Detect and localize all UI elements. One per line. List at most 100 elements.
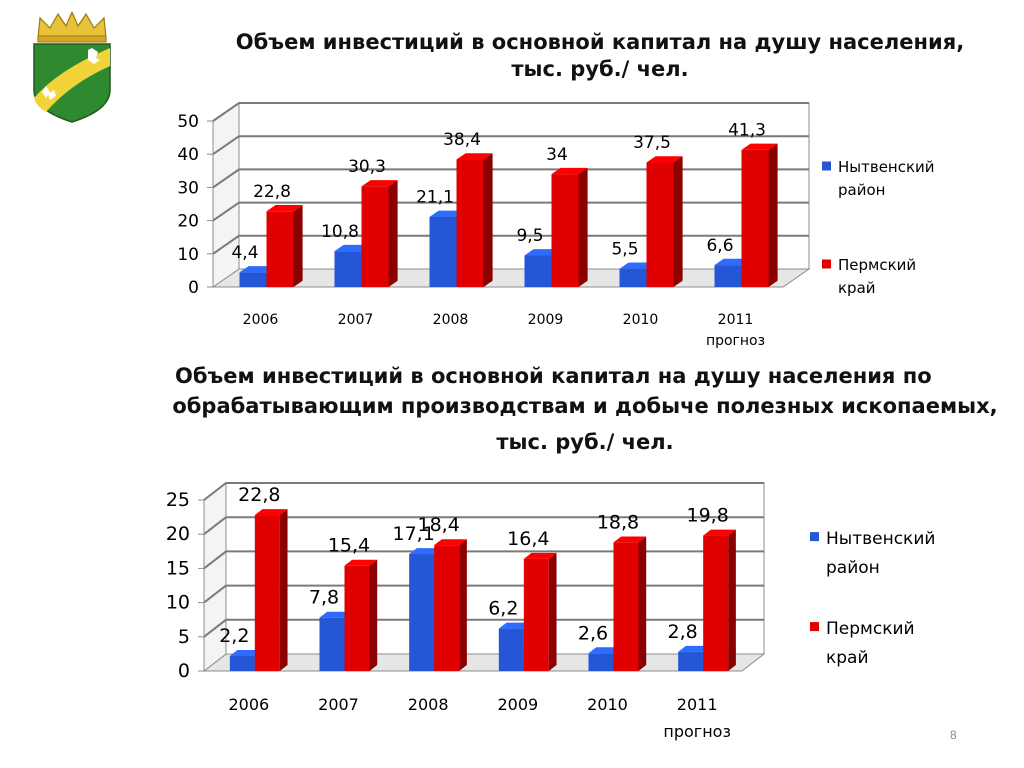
bar-side: [388, 180, 398, 287]
bar-front: [429, 216, 457, 287]
coat-of-arms-emblem: [33, 12, 111, 123]
chart1-legend-label: район: [838, 181, 885, 199]
bar-top: [646, 156, 683, 163]
chart2-x-tick-label: 2010: [587, 695, 628, 714]
chart1-title-line1: Объем инвестиций в основной капитал на д…: [235, 30, 965, 54]
chart1-plot: 0 10 20 30 40 50 4,4 22,8 2006 10,8 30,3 2007 21,1 38…: [177, 102, 935, 349]
chart1-gridline: [212, 234, 809, 255]
bar-front: [254, 515, 280, 671]
chart2-bar-perm-2011: [703, 529, 736, 671]
bar-top: [266, 205, 303, 212]
bar-side: [369, 559, 378, 671]
chart1-title-line2: тыс. руб./ чел.: [511, 57, 689, 81]
chart2-x-tick-label: 2008: [408, 695, 449, 714]
bar-front: [524, 255, 552, 287]
chart2-title-line3: тыс. руб./ чел.: [496, 430, 674, 454]
chart2-legend-label: район: [826, 558, 880, 578]
chart1-bar-perm-2011: [741, 143, 778, 287]
bar-top: [551, 167, 588, 175]
chart2-legend-label: Нытвенский: [826, 529, 935, 549]
chart1-x-tick-label: 2009: [528, 312, 564, 328]
chart1-data-label: 10,8: [321, 222, 359, 242]
bar-front: [409, 554, 435, 671]
bar-side: [483, 153, 493, 287]
bar-side: [279, 509, 288, 671]
chart2-x-tick-label: 2009: [497, 695, 538, 714]
chart2-y-tick-label: 25: [166, 489, 190, 511]
chart1-x-tick-label: 2010: [623, 312, 659, 328]
chart2-bar-perm-2010: [613, 536, 647, 671]
chart2-y-tick-label: 0: [178, 660, 190, 682]
bar-front: [551, 174, 579, 287]
chart2-bar-perm-2007: [344, 559, 378, 671]
bar-front: [319, 617, 345, 671]
chart1-data-label: 34: [546, 145, 568, 165]
chart2-y-tick-label: 5: [178, 626, 190, 648]
chart1-gridline: [212, 135, 809, 156]
bar-front: [239, 272, 267, 287]
chart2-data-label: 2,6: [578, 622, 608, 644]
chart1-legend-label: Пермский: [838, 256, 916, 274]
chart1-bar-perm-2006: [266, 205, 303, 287]
chart2-plot: 0 5 10 15 20 25 2,2 22,8 2006 7,8 15,4 2007 17,118,4…: [166, 481, 935, 741]
chart2-data-label: 19,8: [687, 505, 729, 527]
bar-front: [434, 545, 460, 671]
chart1-gridline: [212, 201, 809, 222]
page-number: 8: [950, 728, 957, 742]
bar-front: [229, 655, 255, 671]
bar-front: [523, 558, 549, 671]
chart1-gridline: [212, 102, 809, 122]
bar-top: [523, 552, 557, 559]
chart2-data-label: 2,2: [219, 625, 249, 647]
chart1-data-label: 38,4: [443, 130, 481, 150]
chart1-bar-perm-2008: [456, 153, 493, 287]
chart2-data-label: 16,4: [507, 528, 549, 550]
chart2-legend-label: Пермский: [826, 619, 915, 639]
chart1-data-label: 4,4: [231, 243, 258, 263]
chart2-data-label: 2,8: [668, 621, 698, 643]
chart2-gridline: [203, 550, 764, 570]
bar-front: [361, 186, 389, 287]
bar-front: [588, 653, 614, 671]
chart2-data-label: 15,4: [328, 535, 370, 557]
bar-front: [456, 159, 484, 287]
chart2-bar-perm-2006: [254, 509, 288, 671]
chart2-gridline: [203, 618, 764, 638]
chart1-data-label: 5,5: [611, 239, 638, 259]
chart2-gridline: [203, 482, 764, 501]
bar-top: [319, 611, 353, 618]
chart1-x-tick-sublabel: прогноз: [706, 333, 765, 349]
bar-top: [344, 559, 378, 566]
chart2-x-tick-label: 2007: [318, 695, 359, 714]
chart2-data-label: 22,8: [238, 484, 280, 506]
chart2-y-tick-label: 15: [166, 557, 190, 579]
bar-top: [361, 180, 398, 187]
chart2-data-label: 18,4: [418, 514, 460, 536]
bar-front: [266, 211, 294, 287]
chart1-data-label: 9,5: [516, 226, 543, 246]
bar-front: [714, 265, 742, 287]
bar-side: [673, 156, 683, 287]
bar-top: [678, 645, 711, 652]
chart2-x-tick-label: 2011: [677, 695, 718, 714]
chart2-data-label: 18,8: [597, 511, 639, 533]
chart1-y-tick-label: 50: [177, 112, 199, 132]
bar-front: [344, 565, 370, 671]
chart1-data-label: 22,8: [253, 182, 291, 202]
chart1-data-label: 41,3: [728, 121, 766, 141]
chart1-legend-label: край: [838, 279, 876, 297]
chart1-bar-perm-2007: [361, 180, 398, 287]
chart2-data-label: 6,2: [488, 598, 518, 620]
chart2-gridline: [203, 516, 764, 535]
chart2-data-label: 7,8: [309, 587, 339, 609]
bar-front: [741, 149, 769, 287]
bar-front: [678, 651, 704, 671]
bar-top: [456, 153, 493, 160]
chart2-gridline: [203, 584, 764, 604]
shield-icon: [33, 43, 111, 123]
bar-top: [409, 548, 442, 555]
chart1-x-tick-label: 2008: [433, 312, 469, 328]
bar-side: [638, 536, 647, 671]
bar-side: [768, 143, 778, 287]
